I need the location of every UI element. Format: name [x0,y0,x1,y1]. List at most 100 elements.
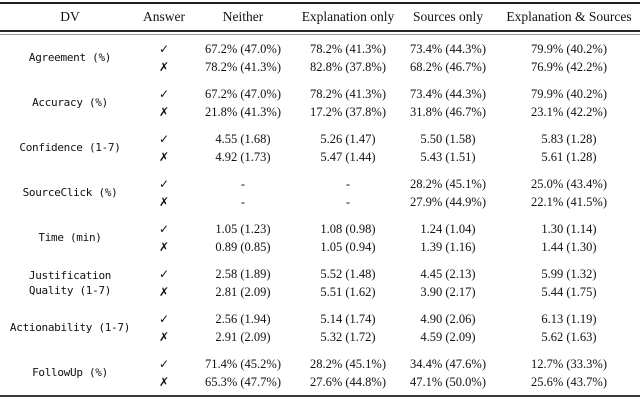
dv-label: FollowUp (%) [0,365,140,380]
table-header-row: DV Answer Neither Explanation only Sourc… [0,4,640,30]
value-cell: 1.24 (1.04) [420,221,476,236]
value-cell: 5.50 (1.58) [420,131,476,146]
column-header-dv: DV [60,9,80,24]
value-cell: 82.8% (37.8%) [309,59,387,74]
cross-icon: ✗ [158,329,170,344]
dv-group: Actionability (1-7) ✓ 2.56 (1.94) 5.14 (1.7… [0,305,640,350]
dv-label-line: Confidence (1-7) [19,141,121,154]
value-cell: 34.4% (47.6%) [409,356,487,371]
value-cell: 76.9% (42.2%) [530,59,608,74]
value-cell: 3.90 (2.17) [420,284,476,299]
value-cell: 28.2% (45.1%) [409,176,487,191]
dv-label-line: Accuracy (%) [32,96,108,109]
value-cell: 78.2% (41.3%) [309,41,387,56]
value-cell: - [240,194,246,209]
cross-icon: ✗ [158,104,170,119]
dv-label-line: FollowUp (%) [32,366,108,379]
value-cell: 2.56 (1.94) [215,311,271,326]
value-cell: 28.2% (45.1%) [309,356,387,371]
value-cell: 1.08 (0.98) [320,221,376,236]
check-icon: ✓ [158,131,170,146]
value-cell: - [345,176,351,191]
value-cell: 12.7% (33.3%) [530,356,608,371]
value-cell: 5.62 (1.63) [541,329,597,344]
value-cell: 5.52 (1.48) [320,266,376,281]
check-icon: ✓ [158,221,170,236]
column-header-answer: Answer [143,9,185,24]
check-icon: ✓ [158,41,170,56]
value-cell: 4.92 (1.73) [215,149,271,164]
value-cell: 25.0% (43.4%) [530,176,608,191]
value-cell: 2.91 (2.09) [215,329,271,344]
dv-label: Confidence (1-7) [0,140,140,155]
value-cell: 5.43 (1.51) [420,149,476,164]
cross-icon: ✗ [158,284,170,299]
value-cell: 79.9% (40.2%) [530,86,608,101]
value-cell: 78.2% (41.3%) [309,86,387,101]
value-cell: 1.39 (1.16) [420,239,476,254]
dv-label-line: Agreement (%) [28,51,112,64]
value-cell: 2.58 (1.89) [215,266,271,281]
dv-group: Agreement (%) ✓ 67.2% (47.0%) 78.2% (41.3%)… [0,35,640,80]
dv-group: Justification Quality (1-7) ✓ 2.58 (1.89) 5.… [0,260,640,305]
dv-label: Justification Quality (1-7) [0,268,140,298]
dv-group: Time (min) ✓ 1.05 (1.23) 1.08 (0.98) 1.24 (1… [0,215,640,260]
value-cell: 4.59 (2.09) [420,329,476,344]
value-cell: 67.2% (47.0%) [204,41,282,56]
value-cell: - [240,176,246,191]
cross-icon: ✗ [158,194,170,209]
value-cell: 1.30 (1.14) [541,221,597,236]
value-cell: 27.6% (44.8%) [309,374,387,389]
dv-label: SourceClick (%) [0,185,140,200]
dv-group: FollowUp (%) ✓ 71.4% (45.2%) 28.2% (45.1%) 3… [0,350,640,395]
value-cell: 79.9% (40.2%) [530,41,608,56]
value-cell: 71.4% (45.2%) [204,356,282,371]
header-double-rule [0,30,640,35]
table-body: Agreement (%) ✓ 67.2% (47.0%) 78.2% (41.3%)… [0,35,640,395]
cross-icon: ✗ [158,59,170,74]
value-cell: 6.13 (1.19) [541,311,597,326]
value-cell: 5.44 (1.75) [541,284,597,299]
column-header-explanation-and-sources: Explanation & Sources [506,9,632,24]
check-icon: ✓ [158,266,170,281]
dv-label-line: Time (min) [38,231,102,244]
dv-label-line: Actionability (1-7) [9,321,131,334]
dv-label: Actionability (1-7) [0,320,140,335]
dv-group: Accuracy (%) ✓ 67.2% (47.0%) 78.2% (41.3%) 7… [0,80,640,125]
value-cell: 5.26 (1.47) [320,131,376,146]
value-cell: - [345,194,351,209]
check-icon: ✓ [158,311,170,326]
value-cell: 5.32 (1.72) [320,329,376,344]
value-cell: 17.2% (37.8%) [309,104,387,119]
value-cell: 0.89 (0.85) [215,239,271,254]
value-cell: 5.61 (1.28) [541,149,597,164]
dv-label: Time (min) [0,230,140,245]
value-cell: 1.05 (0.94) [320,239,376,254]
check-icon: ✓ [158,176,170,191]
column-header-neither: Neither [222,9,264,24]
cross-icon: ✗ [158,149,170,164]
dv-label-line: Justification [28,268,112,282]
value-cell: 21.8% (41.3%) [204,104,282,119]
value-cell: 27.9% (44.9%) [409,194,487,209]
table-bottom-rule [0,395,640,397]
value-cell: 4.55 (1.68) [215,131,271,146]
value-cell: 68.2% (46.7%) [409,59,487,74]
value-cell: 78.2% (41.3%) [204,59,282,74]
value-cell: 31.8% (46.7%) [409,104,487,119]
value-cell: 5.47 (1.44) [320,149,376,164]
value-cell: 1.44 (1.30) [541,239,597,254]
value-cell: 25.6% (43.7%) [530,374,608,389]
column-header-sources-only: Sources only [412,9,484,24]
table-top-rule [0,2,640,4]
value-cell: 5.51 (1.62) [320,284,376,299]
cross-icon: ✗ [158,374,170,389]
dv-label-line: SourceClick (%) [22,186,118,199]
value-cell: 73.4% (44.3%) [409,41,487,56]
dv-label: Accuracy (%) [0,95,140,110]
dv-group: SourceClick (%) ✓ - - 28.2% (45.1%) 25.0% (43… [0,170,640,215]
value-cell: 23.1% (42.2%) [530,104,608,119]
check-icon: ✓ [158,356,170,371]
value-cell: 5.99 (1.32) [541,266,597,281]
